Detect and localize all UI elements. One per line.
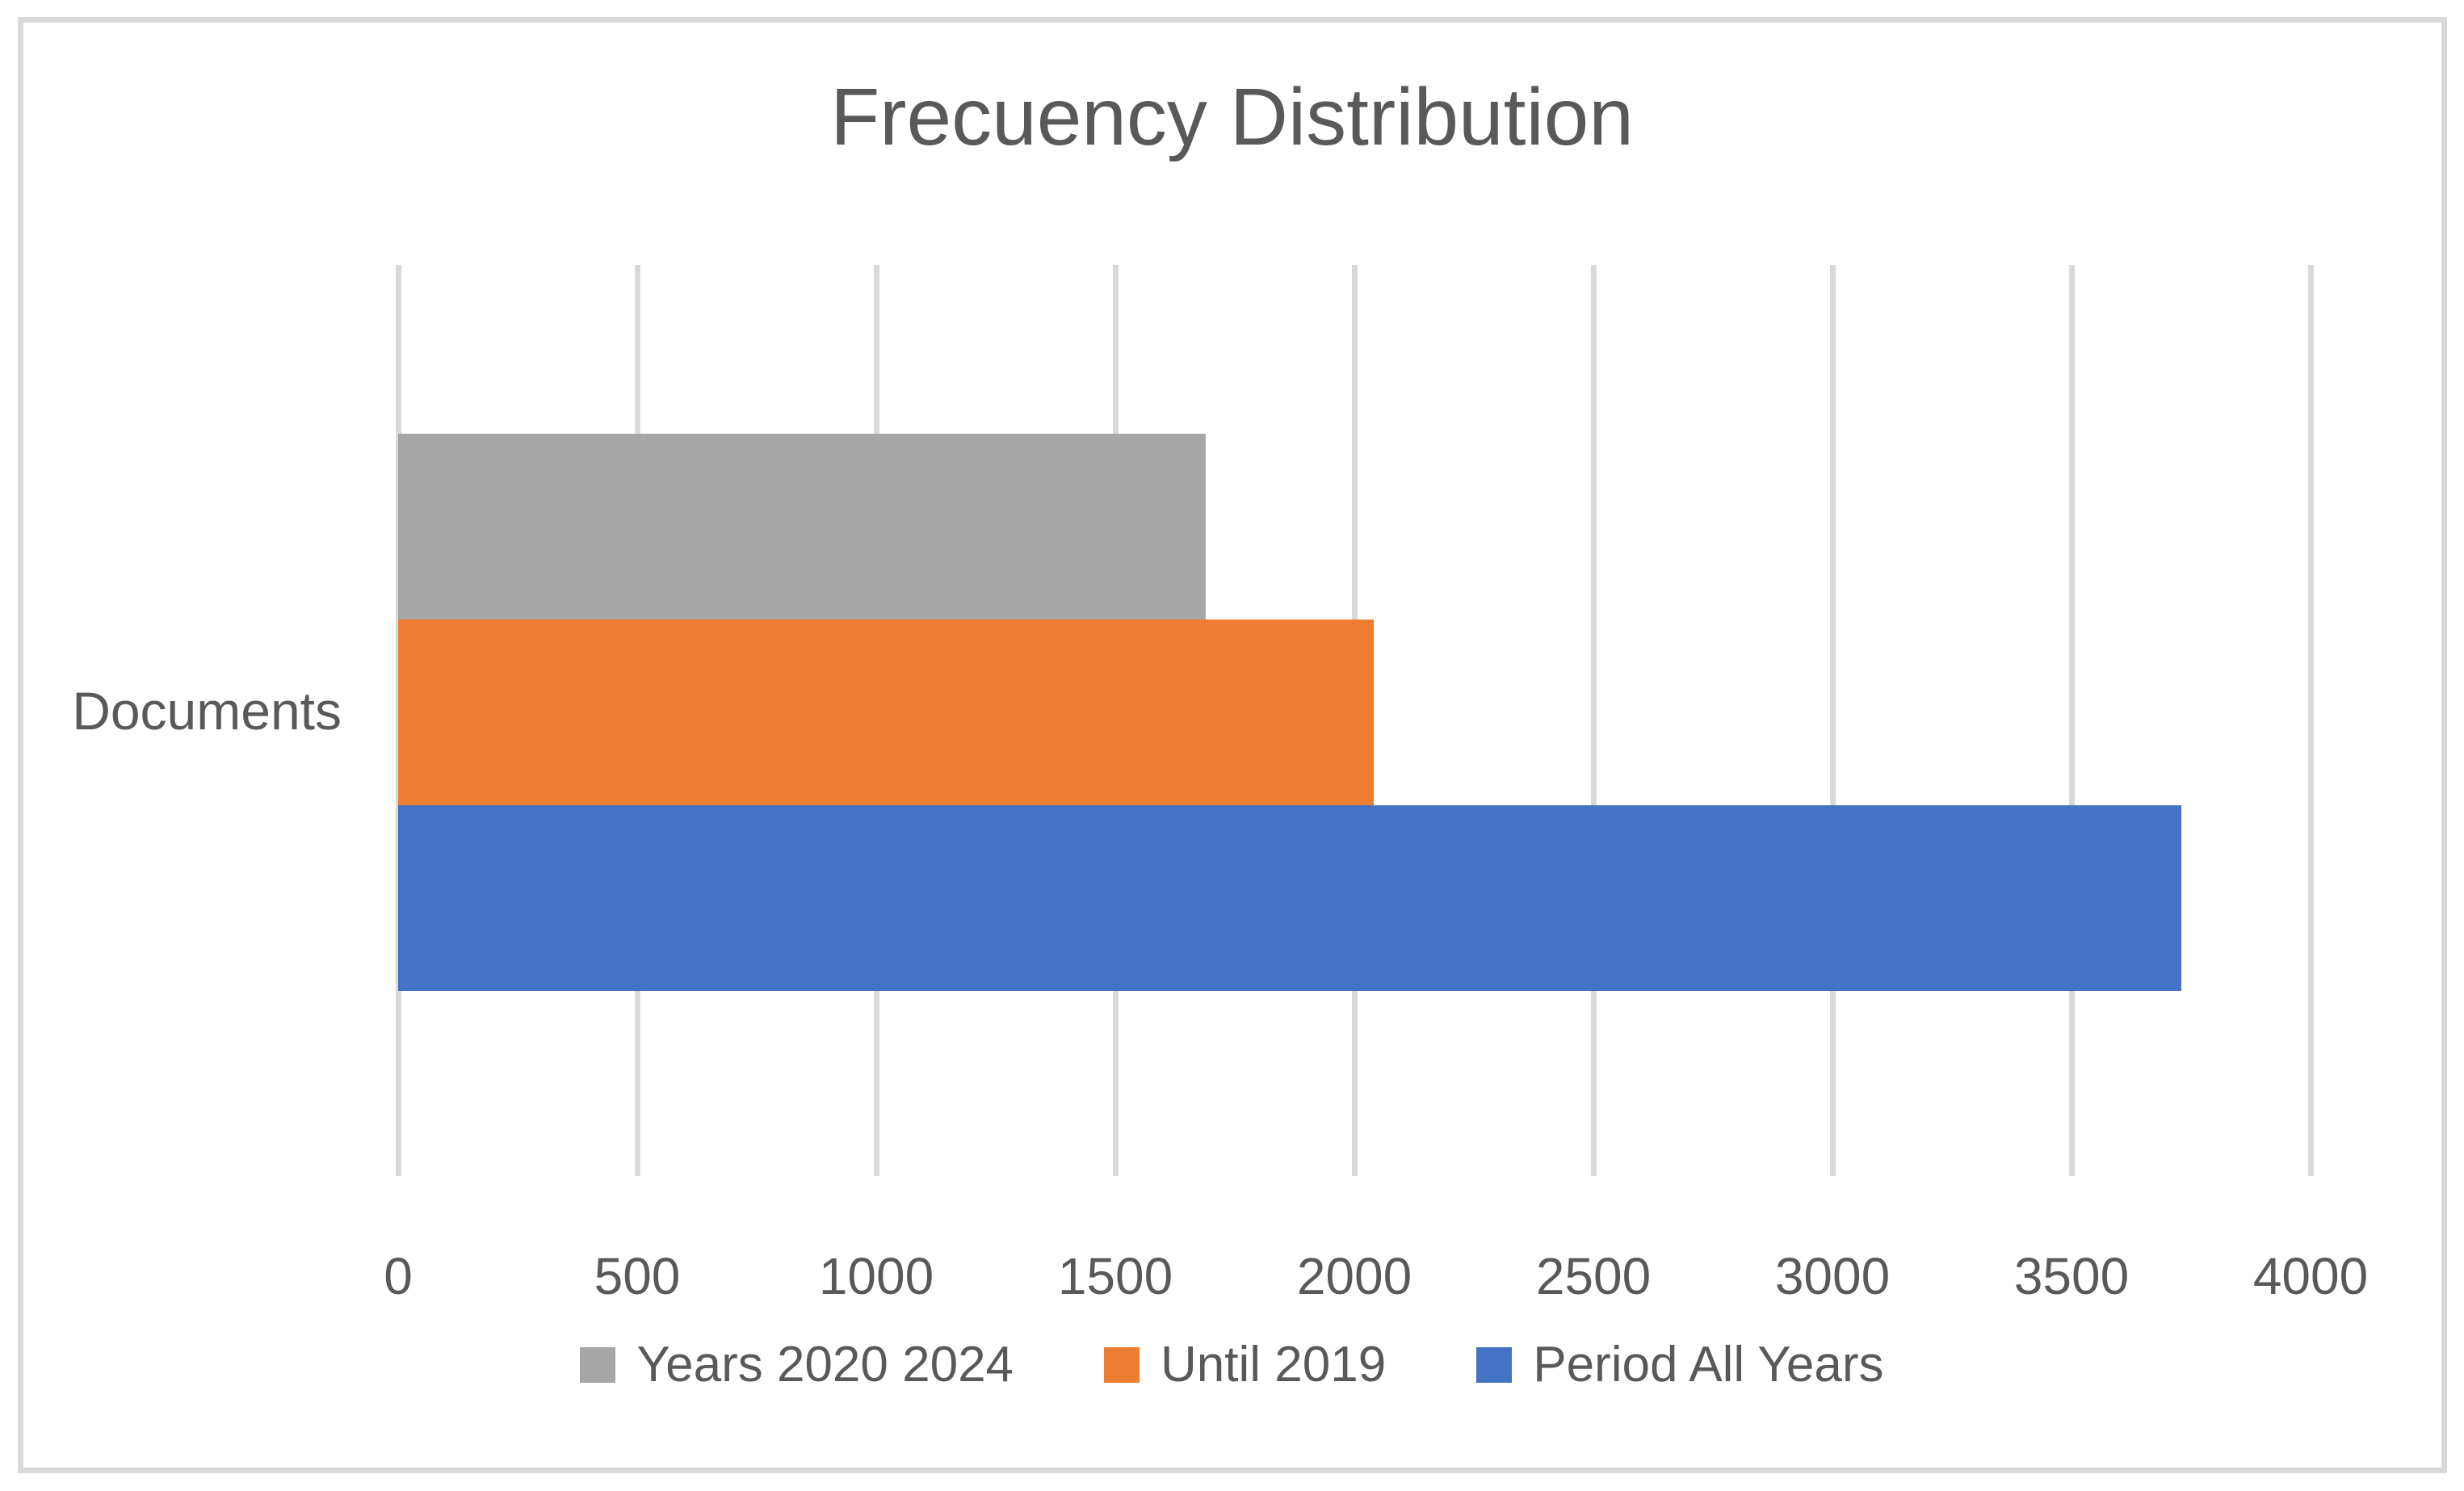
bar-years-2020-2024 [398,434,1207,620]
legend-item-years-2020-2024: Years 2020 2024 [580,1337,1014,1392]
x-tick-label-0: 0 [384,1247,413,1305]
legend-item-period-all-years: Period All Years [1476,1337,1884,1392]
legend-swatch-years-2020-2024 [580,1347,616,1384]
legend-swatch-period-all-years [1476,1347,1513,1384]
gridline-2500 [1591,265,1597,1176]
gridline-4000 [2308,265,2314,1176]
legend-label: Period All Years [1533,1337,1884,1392]
bar-period-all-years [398,805,2182,991]
chart-title: Frecuency Distribution [830,72,1634,162]
legend: Years 2020 2024 Until 2019 Period All Year… [0,1337,2464,1392]
gridline-3500 [2069,265,2075,1176]
legend-swatch-until-2019 [1104,1347,1140,1384]
plot-area [396,265,2314,1176]
x-tick-label-4000: 4000 [2252,1247,2369,1305]
x-tick-label-3500: 3500 [2013,1247,2130,1305]
bar-until-2019 [398,620,1374,805]
x-tick-label-2500: 2500 [1535,1247,1652,1305]
x-tick-label-2000: 2000 [1296,1247,1412,1305]
gridline-3000 [1830,265,1836,1176]
x-axis-tick-labels: 0 500 1000 1500 2000 2500 3000 3500 4000 [0,1244,2464,1308]
x-tick-label-500: 500 [594,1247,681,1305]
category-label: Documents [72,681,342,741]
x-tick-label-3000: 3000 [1774,1247,1891,1305]
x-tick-label-1000: 1000 [818,1247,934,1305]
x-tick-label-1500: 1500 [1057,1247,1173,1305]
legend-label: Years 2020 2024 [636,1337,1014,1392]
legend-label: Until 2019 [1161,1337,1387,1392]
legend-item-until-2019: Until 2019 [1104,1337,1387,1392]
